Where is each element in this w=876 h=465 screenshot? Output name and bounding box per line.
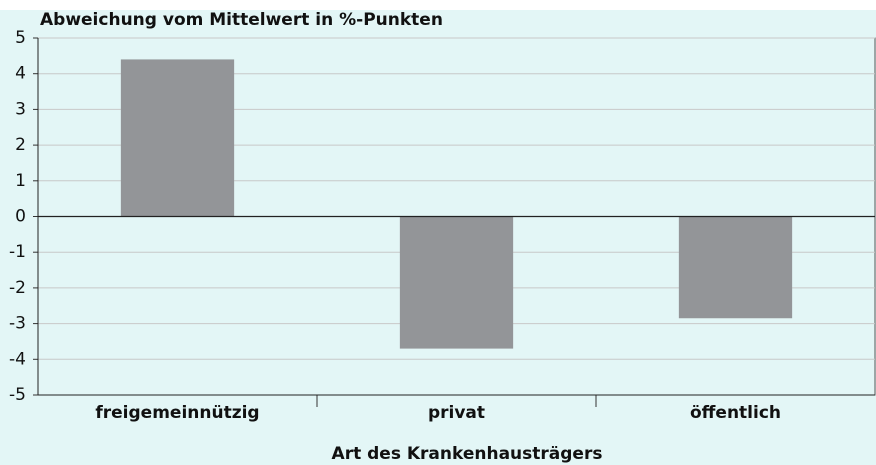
y-tick-label: -2 [9, 278, 26, 298]
y-tick-label: 3 [15, 99, 26, 119]
y-tick-label: 4 [15, 64, 26, 84]
chart-title: Abweichung vom Mittelwert in %-Punkten [40, 10, 443, 30]
y-tick-label: -1 [9, 242, 26, 262]
y-tick-label: 0 [15, 207, 26, 227]
y-tick-label: 5 [15, 28, 26, 48]
y-tick-label: -3 [9, 314, 26, 334]
y-tick-label: 1 [15, 171, 26, 191]
x-axis-label: Art des Krankenhausträgers [332, 444, 603, 464]
bar [399, 216, 514, 349]
y-tick-label: 2 [15, 135, 26, 155]
bar [678, 216, 793, 319]
x-tick-label: öffentlich [690, 403, 781, 423]
y-tick-label: -4 [9, 349, 26, 369]
x-tick-label: freigemeinnützig [95, 403, 259, 423]
top-strip [0, 0, 876, 10]
bar [120, 59, 235, 217]
x-tick-label: privat [428, 403, 485, 423]
y-tick-label: -5 [9, 385, 26, 405]
